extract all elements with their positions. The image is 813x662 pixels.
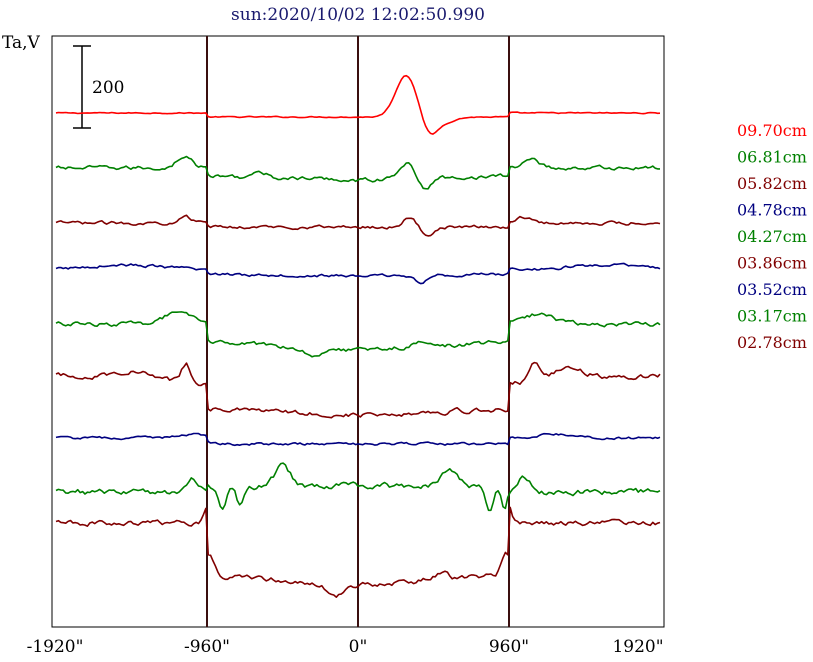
legend-entry: 03.17cm [737,307,807,326]
legend-entry: 09.70cm [737,121,807,140]
legend-entry: 03.52cm [737,280,807,299]
series-line-02-78cm [55,506,661,599]
series-line-03-86cm [55,361,661,419]
series-line-04-78cm [55,262,661,285]
legend-entry: 04.78cm [737,201,807,220]
legend-entry: 04.27cm [737,227,807,246]
scale-bar-label: 200 [92,78,124,98]
legend-entry: 05.82cm [737,174,807,193]
x-tick-labels: -1920" -960" 0" 960" 1920" [27,637,664,657]
vertical-markers [206,36,510,627]
x-tick-label: 1920" [612,637,663,657]
y-axis-label: Ta,V [2,33,41,53]
series-line-05-82cm [55,214,661,237]
legend-entry: 03.86cm [737,254,807,273]
x-tick-label: 960" [489,637,529,657]
series-line-03-17cm [55,462,661,512]
x-tick-label: -1920" [27,637,84,657]
legend-entry: 02.78cm [737,333,807,352]
scale-bar: 200 [73,45,124,129]
series-line-09-70cm [55,74,661,135]
series-line-06-81cm [55,155,660,190]
x-tick-label: 0" [349,637,368,657]
legend: 09.70cm 06.81cm 05.82cm 04.78cm 04.27cm 03.86… [737,121,807,352]
chart-title: sun:2020/10/02 12:02:50.990 [231,5,485,25]
series-group [55,74,661,599]
x-tick-label: -960" [184,637,230,657]
legend-entry: 06.81cm [737,148,807,167]
series-line-04-27cm [55,311,661,358]
series-line-03-52cm [55,432,661,447]
